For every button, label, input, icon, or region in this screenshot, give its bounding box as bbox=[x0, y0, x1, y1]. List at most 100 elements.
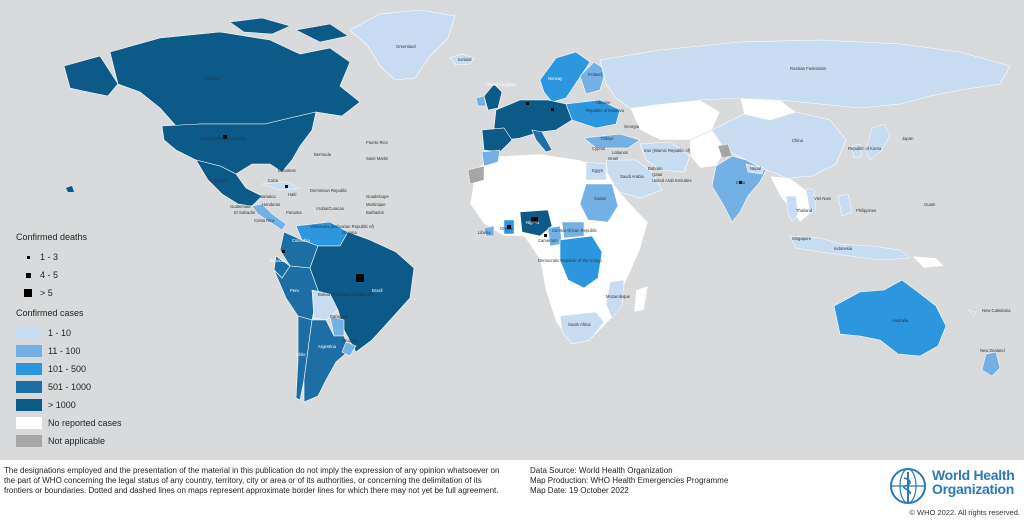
label-egypt: Egypt bbox=[592, 168, 604, 173]
region-western-sahara bbox=[467, 165, 485, 185]
label-republic-of-moldova: Republic of Moldova bbox=[586, 108, 625, 113]
death-marker-usa[interactable] bbox=[223, 135, 227, 139]
country-new-zealand[interactable] bbox=[981, 351, 1001, 377]
label-martinique: Martinique bbox=[366, 202, 386, 207]
legend-cases-label: Not applicable bbox=[48, 436, 106, 446]
legend-cases-row: 501 - 1000 bbox=[16, 378, 136, 396]
legend-swatch bbox=[16, 363, 42, 375]
country-morocco bbox=[481, 149, 501, 167]
map-legend: Confirmed deaths 1 - 3 4 - 5 > 5 Confirm… bbox=[16, 232, 136, 450]
death-marker-india[interactable] bbox=[739, 181, 742, 184]
death-marker-ghana[interactable] bbox=[507, 225, 511, 229]
label-aruba-curacao: Aruba/Curacao bbox=[316, 206, 345, 211]
label-mozambique: Mozambique bbox=[606, 294, 631, 299]
label-finland: Finland bbox=[588, 72, 602, 77]
legend-cases-row: Not applicable bbox=[16, 432, 136, 450]
legend-deaths-label: > 5 bbox=[40, 288, 53, 298]
label-argentina: Argentina bbox=[318, 344, 337, 349]
country-italy[interactable] bbox=[531, 129, 553, 153]
label-puerto-rico: Puerto Rico bbox=[366, 140, 389, 145]
label-india: India bbox=[736, 180, 746, 185]
country-argentina[interactable] bbox=[303, 319, 351, 403]
label-venezuela: Venezuela (Bolivarian Republic of) bbox=[310, 224, 375, 229]
death-marker-brazil[interactable] bbox=[356, 274, 364, 282]
country-indonesia[interactable] bbox=[789, 235, 911, 261]
label-bermuda: Bermuda bbox=[314, 152, 332, 157]
country-car[interactable] bbox=[561, 221, 585, 239]
label-south-africa: South Africa bbox=[568, 322, 591, 327]
country-mexico[interactable] bbox=[195, 159, 263, 207]
legend-cases-row: > 1000 bbox=[16, 396, 136, 414]
label-dominican-republic: Dominican Republic bbox=[310, 188, 347, 193]
country-sudan[interactable] bbox=[579, 183, 619, 223]
label-iran: Iran (Islamic Republic of) bbox=[644, 148, 691, 153]
label-uk: United Kingdom bbox=[486, 82, 516, 87]
label-russia: Russian Federation bbox=[790, 66, 827, 71]
who-emblem-icon bbox=[890, 468, 926, 504]
label-honduras: Honduras bbox=[262, 202, 280, 207]
country-liberia[interactable] bbox=[483, 225, 495, 237]
country-republic-of-korea[interactable] bbox=[851, 143, 863, 159]
label-republic-of-korea: Republic of Korea bbox=[848, 146, 882, 151]
legend-swatch bbox=[16, 435, 42, 447]
death-marker-cameroon[interactable] bbox=[544, 234, 547, 237]
legend-deaths-label: 1 - 3 bbox=[40, 252, 59, 262]
country-uruguay[interactable] bbox=[341, 341, 357, 357]
country-turkey[interactable] bbox=[583, 133, 641, 149]
label-el-salvador: El Salvador bbox=[234, 210, 256, 215]
death-large-marker-icon bbox=[24, 289, 32, 297]
country-russia[interactable] bbox=[599, 39, 1011, 109]
legend-cases-label: 1 - 10 bbox=[48, 328, 72, 338]
death-marker-europe[interactable] bbox=[526, 102, 529, 105]
country-bolivia[interactable] bbox=[311, 289, 339, 321]
label-guadeloupe: Guadeloupe bbox=[366, 194, 389, 199]
country-uk[interactable] bbox=[483, 83, 503, 111]
label-paraguay: Paraguay bbox=[330, 314, 349, 319]
country-norway-sweden[interactable] bbox=[539, 51, 591, 103]
death-marker-czechia[interactable] bbox=[551, 108, 554, 111]
legend-deaths-label: 4 - 5 bbox=[40, 270, 59, 280]
legend-cases-label: 101 - 500 bbox=[48, 364, 87, 374]
country-iceland[interactable] bbox=[449, 53, 475, 66]
label-drc: Democratic Republic of the Congo bbox=[538, 258, 602, 263]
death-marker-ecuador[interactable] bbox=[282, 250, 285, 253]
country-spain-portugal[interactable] bbox=[481, 127, 513, 153]
country-viet-nam[interactable] bbox=[805, 187, 817, 215]
country-south-africa[interactable] bbox=[559, 311, 605, 345]
map-canvas: Greenland Iceland Canada United States o… bbox=[63, 9, 1011, 403]
legend-cases-row: No reported cases bbox=[16, 414, 136, 432]
label-liberia: Liberia bbox=[478, 230, 491, 235]
legend-cases-label: 11 - 100 bbox=[48, 346, 81, 356]
death-marker-nigeria[interactable] bbox=[531, 217, 538, 224]
region-eastern-europe bbox=[565, 99, 621, 129]
label-cameroon: Cameroon bbox=[538, 238, 558, 243]
label-canada: Canada bbox=[204, 76, 219, 81]
country-egypt[interactable] bbox=[585, 161, 607, 181]
country-drc[interactable] bbox=[559, 235, 603, 289]
country-philippines[interactable] bbox=[837, 193, 853, 217]
country-madagascar bbox=[633, 285, 649, 313]
country-usa-hawaii bbox=[66, 186, 74, 192]
label-nepal: Nepal bbox=[750, 166, 761, 171]
country-thailand[interactable] bbox=[785, 195, 799, 223]
country-greenland[interactable] bbox=[349, 9, 456, 81]
country-usa[interactable] bbox=[161, 111, 317, 175]
label-saudi-arabia: Saudi Arabia bbox=[620, 174, 644, 179]
country-finland[interactable] bbox=[579, 61, 607, 95]
label-israel: Israel bbox=[608, 156, 618, 161]
map-date-line: Map Date: 19 October 2022 bbox=[530, 486, 629, 495]
label-ecuador: Ecuador bbox=[270, 258, 286, 263]
country-nepal[interactable] bbox=[745, 163, 765, 175]
label-barbados: Barbados bbox=[366, 210, 384, 215]
label-jamaica: Jamaica bbox=[260, 194, 276, 199]
death-marker-cuba[interactable] bbox=[285, 185, 288, 188]
country-iran[interactable] bbox=[639, 141, 691, 173]
country-australia[interactable] bbox=[833, 279, 947, 357]
legend-cases-row: 1 - 10 bbox=[16, 324, 136, 342]
country-mozambique[interactable] bbox=[605, 279, 625, 319]
label-car: Central African Republic bbox=[552, 228, 597, 233]
country-new-caledonia[interactable] bbox=[967, 309, 977, 317]
region-central-america bbox=[251, 203, 287, 231]
country-canada[interactable] bbox=[109, 31, 361, 127]
country-japan[interactable] bbox=[865, 123, 891, 161]
